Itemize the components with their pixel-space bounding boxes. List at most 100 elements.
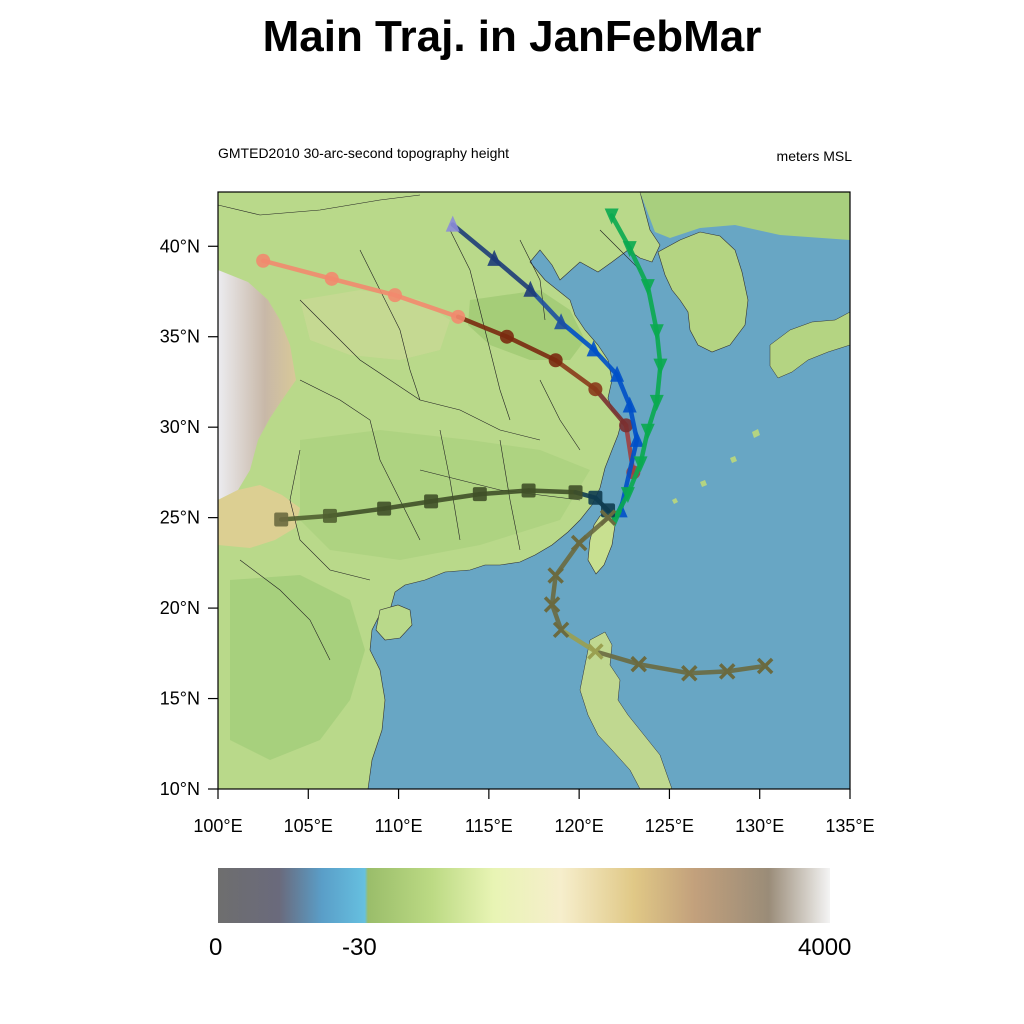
- trajectory-segment: [329, 276, 398, 298]
- hainan: [375, 604, 413, 641]
- traj-point-cross: [543, 596, 561, 613]
- traj-point-triangle-down: [649, 324, 664, 341]
- lon-tick-label: 135°E: [825, 816, 874, 836]
- tibetan-plateau: [218, 270, 296, 500]
- traj-point-circle: [451, 309, 466, 324]
- trajectory-segment: [636, 661, 692, 676]
- traj-point-circle: [256, 253, 271, 268]
- traj-point-cross: [718, 663, 736, 680]
- traj-point-circle: [619, 418, 634, 433]
- axis-labels: 100°E 105°E 110°E 115°E 120°E 125°E 130°E 135°E…: [160, 236, 875, 836]
- lon-tick-label: 100°E: [193, 816, 242, 836]
- southern-hills: [300, 430, 590, 560]
- lat-tick-label: 15°N: [160, 689, 200, 709]
- traj-point-triangle-up: [622, 396, 637, 413]
- lon-tick-label: 120°E: [555, 816, 604, 836]
- traj-point-triangle-down: [649, 394, 664, 411]
- trajectory-segment: [549, 573, 558, 607]
- trajectory-segment: [450, 222, 497, 262]
- lon-tick-label: 115°E: [465, 816, 513, 836]
- trajectories: [256, 208, 774, 682]
- trajectory-segment: [477, 488, 531, 497]
- indochina-hills: [230, 575, 365, 760]
- traj-point-triangle-down: [622, 241, 637, 258]
- traj-point-square: [424, 494, 439, 509]
- traj-point-cross: [552, 621, 570, 639]
- traj-point-triangle-down: [633, 456, 648, 473]
- trajectory-segment: [455, 314, 510, 339]
- lon-tick-label: 130°E: [735, 816, 784, 836]
- traj-point-cross: [599, 509, 617, 526]
- philippines: [579, 631, 673, 789]
- trajectory-segment: [428, 491, 483, 504]
- traj-point-triangle-up: [586, 340, 601, 357]
- traj-point-cross: [587, 643, 604, 660]
- traj-point-triangle-up: [629, 430, 644, 447]
- trajectory-square: [274, 483, 616, 527]
- traj-point-square: [274, 512, 289, 527]
- traj-point-cross: [547, 567, 564, 584]
- colorbar: [218, 868, 830, 923]
- traj-point-triangle-down: [640, 423, 655, 440]
- traj-point-square: [521, 483, 536, 498]
- trajectory-segment: [724, 663, 768, 674]
- north-china-plain: [468, 290, 585, 360]
- map-title: Main Traj. in JanFebMar: [262, 12, 762, 61]
- lat-tick-label: 40°N: [160, 236, 200, 256]
- traj-point-triangle-up: [554, 313, 569, 330]
- lat-tick-label: 20°N: [160, 598, 200, 618]
- loess-plateau: [300, 290, 450, 360]
- colorbar-label-min: 0: [209, 934, 223, 961]
- traj-point-cross: [570, 534, 588, 552]
- traj-point-triangle-down: [604, 208, 619, 225]
- units-label: meters MSL: [776, 148, 852, 164]
- traj-point-square: [588, 490, 603, 505]
- colorbar-label-sea: -30: [342, 934, 377, 961]
- lat-tick-label: 35°N: [160, 327, 200, 347]
- trajectory-segment: [392, 292, 461, 320]
- yunnan-highlands: [218, 485, 300, 548]
- trajectory-triangle-down: [604, 208, 668, 527]
- traj-point-triangle-up: [487, 249, 502, 266]
- axis-ticks: [208, 245, 851, 799]
- trajectory-segment: [278, 513, 333, 522]
- lon-tick-label: 105°E: [284, 816, 333, 836]
- trajectory-segment: [381, 499, 434, 511]
- lat-tick-label: 10°N: [160, 779, 200, 799]
- traj-point-square: [377, 501, 392, 516]
- trajectory-segment: [687, 669, 730, 676]
- traj-point-circle: [387, 288, 402, 303]
- traj-point-square: [472, 487, 487, 502]
- traj-point-cross: [681, 664, 698, 682]
- traj-point-circle: [588, 382, 603, 397]
- lon-tick-label: 110°E: [375, 816, 423, 836]
- traj-point-cross: [756, 657, 774, 675]
- trajectory-segment: [593, 649, 641, 667]
- colorbar-label-max: 4000: [798, 934, 852, 961]
- trajectory-segment: [593, 386, 629, 428]
- traj-point-circle: [324, 271, 339, 286]
- lon-tick-label: 125°E: [645, 816, 694, 836]
- map-frame: [217, 191, 851, 790]
- trajectory-segment: [504, 334, 558, 363]
- trajectory-segment: [327, 506, 387, 519]
- traj-point-triangle-down: [640, 279, 655, 296]
- traj-point-circle: [548, 353, 563, 368]
- traj-point-square: [568, 485, 583, 500]
- traj-point-cross: [630, 655, 647, 673]
- traj-point-triangle-down: [620, 487, 635, 504]
- traj-point-triangle-up: [445, 215, 460, 232]
- trajectory-segment: [553, 357, 598, 392]
- traj-point-square: [322, 508, 337, 523]
- trajectory-cross: [543, 509, 774, 682]
- lat-tick-label: 30°N: [160, 417, 200, 437]
- trajectory-segment: [260, 258, 335, 282]
- lat-tick-label: 25°N: [160, 508, 200, 528]
- japan-kyushu: [769, 311, 850, 379]
- manchuria: [640, 192, 850, 240]
- traj-point-triangle-down: [653, 358, 668, 375]
- trajectory-segment: [645, 283, 660, 334]
- traj-point-triangle-up: [523, 280, 538, 297]
- trajectory-segment: [526, 488, 578, 495]
